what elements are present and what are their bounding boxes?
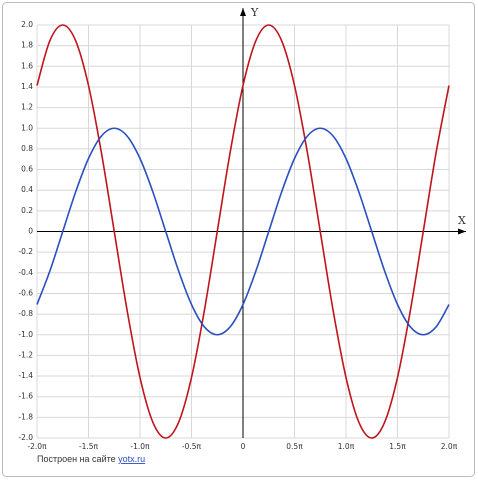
- lines: [36, 24, 450, 439]
- y-tick-label: -1.2: [18, 350, 33, 359]
- y-tick-label: -0.4: [18, 268, 33, 277]
- series-line: [36, 24, 450, 439]
- y-tick-label: -0.6: [18, 288, 33, 297]
- y-tick-label: 0: [28, 227, 33, 236]
- y-tick-label: -0.8: [18, 309, 33, 318]
- y-tick-label: -1.8: [18, 412, 33, 421]
- x-axis-arrow: [458, 228, 466, 235]
- x-tick-label: -0.5π: [182, 442, 202, 451]
- y-tick-label: 0.4: [21, 185, 33, 194]
- x-tick-label: 1.5π: [389, 442, 406, 451]
- y-tick-label: -1.6: [18, 392, 33, 401]
- x-tick-label: 2.0π: [441, 442, 458, 451]
- y-tick-label: 1.2: [21, 103, 33, 112]
- y-axis-label: Y: [250, 6, 259, 19]
- y-tick-label: -0.2: [18, 247, 33, 256]
- y-tick-label: 2.0: [21, 20, 33, 29]
- y-tick-label: 0.2: [21, 206, 33, 215]
- axes: 2.0 1.8 1.6 1.4 1.2 1.0 0.8 0.6 0.4 0.2 0 -0.2 -0.4 -…: [18, 8, 466, 451]
- y-tick-label: 0.8: [21, 144, 33, 153]
- y-tick-label: -2.0: [18, 433, 33, 442]
- y-tick-label: 0.6: [21, 165, 33, 174]
- y-axis-arrow: [240, 8, 246, 16]
- credit: Построен на сайте yotx.ru: [37, 454, 145, 464]
- y-tick-label: -1.0: [18, 330, 33, 339]
- x-axis-label: X: [458, 214, 466, 227]
- y-tick-label: 1.0: [21, 123, 33, 132]
- x-tick-label: 0.5π: [286, 442, 303, 451]
- y-tick-label: 1.4: [21, 82, 33, 91]
- series-line: [36, 127, 450, 336]
- y-tick-label: -1.4: [18, 371, 33, 380]
- x-tick-label: -2.0π: [27, 442, 47, 451]
- y-tick-label: 1.6: [21, 61, 33, 70]
- x-tick-label: -1.0π: [130, 442, 150, 451]
- x-tick-label: -1.5π: [79, 442, 99, 451]
- x-tick-label: 0: [241, 442, 246, 451]
- credit-link[interactable]: yotx.ru: [118, 454, 145, 464]
- frame: [2, 2, 475, 477]
- credit-text: Построен на сайте: [37, 454, 116, 464]
- x-tick-label: 1.0π: [338, 442, 355, 451]
- y-tick-label: 1.8: [21, 41, 33, 50]
